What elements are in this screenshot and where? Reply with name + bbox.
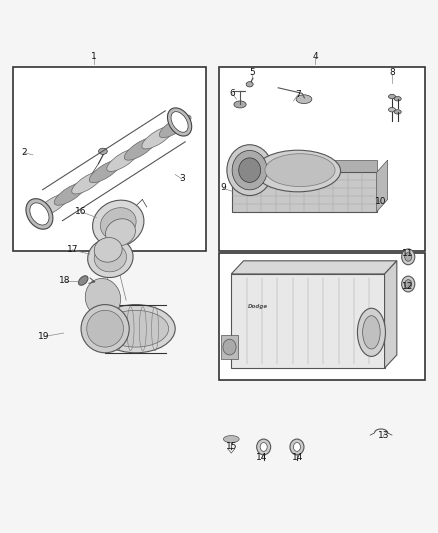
Ellipse shape — [402, 276, 415, 292]
Ellipse shape — [357, 308, 385, 357]
Ellipse shape — [223, 435, 239, 442]
Ellipse shape — [37, 194, 68, 216]
Ellipse shape — [159, 115, 191, 138]
Text: 7: 7 — [295, 90, 301, 99]
Ellipse shape — [290, 439, 304, 455]
Text: 11: 11 — [402, 249, 413, 258]
Ellipse shape — [405, 280, 412, 288]
Text: 14: 14 — [256, 453, 268, 462]
Ellipse shape — [239, 158, 261, 182]
Ellipse shape — [85, 278, 120, 318]
Bar — [232, 172, 377, 212]
Ellipse shape — [402, 249, 415, 265]
Bar — [231, 274, 385, 368]
Ellipse shape — [100, 208, 136, 239]
Text: 14: 14 — [292, 453, 304, 462]
Bar — [13, 67, 206, 251]
Text: 16: 16 — [75, 207, 87, 216]
Ellipse shape — [405, 253, 412, 261]
Ellipse shape — [89, 160, 121, 183]
Ellipse shape — [96, 304, 175, 353]
Text: 8: 8 — [389, 68, 395, 77]
Text: Dodge: Dodge — [247, 304, 268, 309]
Ellipse shape — [171, 111, 188, 132]
Text: 4: 4 — [313, 52, 318, 61]
Ellipse shape — [94, 244, 127, 272]
Ellipse shape — [389, 108, 396, 112]
Text: 3: 3 — [179, 174, 185, 183]
Ellipse shape — [106, 219, 135, 246]
Ellipse shape — [78, 276, 88, 285]
Bar — [219, 253, 425, 381]
Text: 15: 15 — [226, 441, 237, 450]
Ellipse shape — [81, 304, 129, 353]
Ellipse shape — [26, 199, 53, 229]
Ellipse shape — [103, 310, 169, 347]
Ellipse shape — [363, 316, 380, 349]
Text: 17: 17 — [67, 245, 78, 254]
Text: 6: 6 — [229, 89, 235, 98]
Text: 12: 12 — [402, 282, 413, 290]
Ellipse shape — [265, 154, 335, 187]
Text: 1: 1 — [91, 52, 97, 61]
Text: 5: 5 — [249, 68, 255, 77]
Bar — [221, 335, 238, 359]
Ellipse shape — [394, 110, 401, 114]
Bar — [243, 160, 377, 172]
Ellipse shape — [88, 238, 133, 278]
Ellipse shape — [124, 138, 156, 160]
Polygon shape — [377, 160, 388, 212]
Ellipse shape — [142, 126, 173, 149]
Ellipse shape — [72, 171, 103, 194]
Ellipse shape — [94, 238, 122, 262]
Ellipse shape — [260, 442, 267, 451]
Text: 2: 2 — [21, 148, 27, 157]
Ellipse shape — [107, 149, 138, 172]
Ellipse shape — [234, 101, 246, 108]
Ellipse shape — [167, 108, 192, 136]
Ellipse shape — [246, 82, 253, 87]
Text: 10: 10 — [375, 197, 387, 206]
Ellipse shape — [92, 200, 144, 247]
Polygon shape — [231, 261, 397, 274]
Ellipse shape — [223, 339, 236, 355]
Ellipse shape — [87, 310, 124, 347]
Polygon shape — [385, 261, 397, 368]
Ellipse shape — [99, 148, 107, 155]
Text: 13: 13 — [378, 431, 389, 440]
Ellipse shape — [257, 439, 271, 455]
Ellipse shape — [255, 150, 341, 192]
Ellipse shape — [30, 203, 49, 225]
Ellipse shape — [54, 183, 86, 205]
Ellipse shape — [232, 150, 267, 190]
Ellipse shape — [296, 95, 312, 103]
Text: 18: 18 — [59, 276, 71, 285]
Ellipse shape — [293, 442, 300, 451]
Text: 19: 19 — [38, 332, 49, 341]
Ellipse shape — [227, 145, 272, 196]
Ellipse shape — [394, 96, 401, 101]
Ellipse shape — [389, 94, 396, 99]
Text: 9: 9 — [220, 183, 226, 192]
Bar — [219, 67, 425, 251]
